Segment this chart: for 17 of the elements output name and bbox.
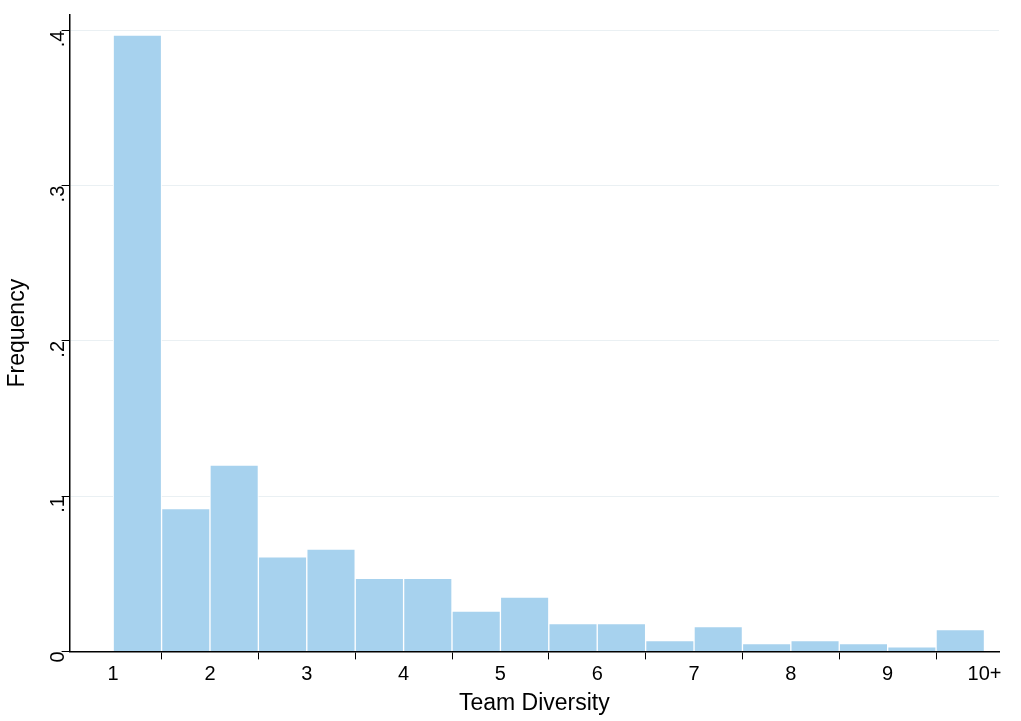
y-tick-label: 0	[46, 651, 69, 663]
x-tick-label: 3	[301, 661, 313, 684]
y-tick-label: .4	[46, 30, 69, 48]
x-tick-label: 8	[785, 661, 797, 684]
y-axis-title: Frequency	[3, 278, 30, 388]
x-tick-label: 5	[494, 661, 506, 684]
x-tick-label: 2	[204, 661, 216, 684]
y-tick-label: .3	[46, 185, 69, 203]
x-axis-title: Team Diversity	[458, 688, 611, 715]
y-tick-label: .1	[46, 496, 69, 513]
x-tick-label: 7	[688, 661, 700, 684]
x-tick-label: 9	[882, 661, 894, 684]
x-tick-label: 10+	[967, 661, 1002, 684]
x-tick-label: 6	[591, 661, 603, 684]
y-tick-label: .2	[46, 340, 69, 358]
x-tick-label: 1	[107, 661, 119, 684]
x-tick-label: 4	[398, 661, 410, 684]
